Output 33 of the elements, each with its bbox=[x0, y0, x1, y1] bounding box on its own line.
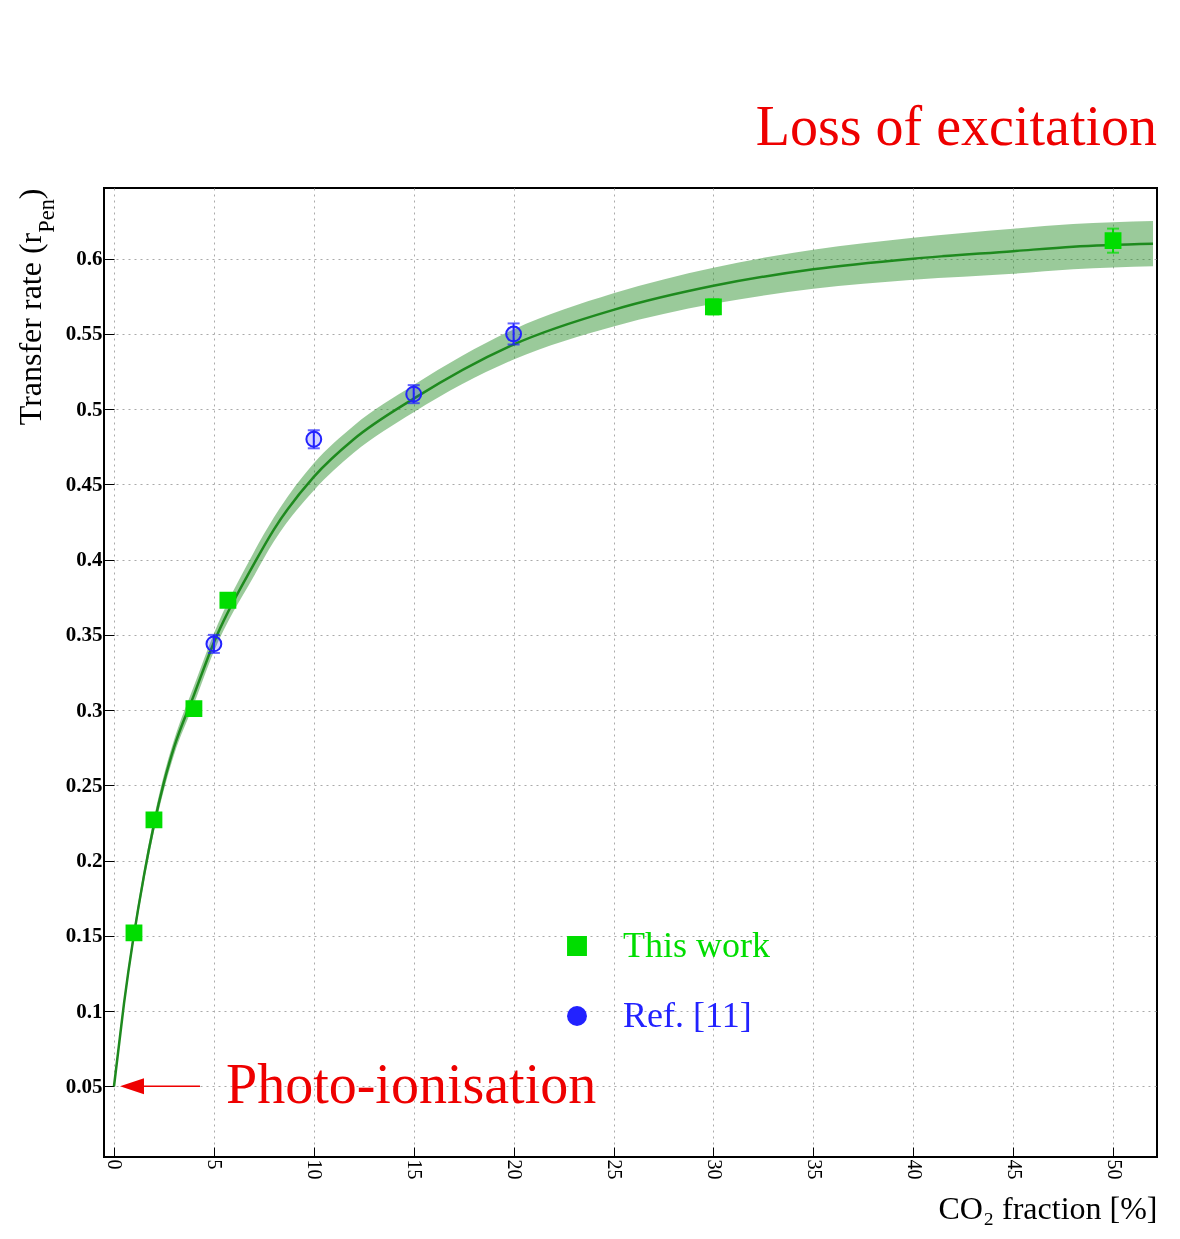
y-tick-label: 0.15 bbox=[65, 923, 103, 948]
legend-label: This work bbox=[623, 925, 770, 965]
y-tick-label: 0.35 bbox=[65, 622, 103, 647]
x-axis-title: CO₂ fraction [%] bbox=[938, 1189, 1158, 1226]
x-tick-label: 45 bbox=[1003, 1159, 1026, 1180]
y-tick-label: 0.6 bbox=[76, 246, 103, 271]
x-tick-label: 5 bbox=[204, 1159, 227, 1170]
y-tick-label: 0.4 bbox=[76, 547, 103, 572]
text: Loss of excitation bbox=[755, 95, 1157, 157]
x-tick-label: 35 bbox=[803, 1159, 826, 1180]
x-tick-label: 10 bbox=[304, 1159, 327, 1180]
y-tick-label: 0.5 bbox=[76, 396, 103, 421]
x-tick-label: 25 bbox=[604, 1159, 627, 1180]
x-tick-label: 50 bbox=[1103, 1159, 1126, 1180]
point bbox=[1104, 232, 1122, 250]
x-tick-label: 15 bbox=[404, 1159, 427, 1180]
point bbox=[219, 591, 237, 609]
x-tick-label: 0 bbox=[104, 1159, 127, 1170]
y-tick-label: 0.2 bbox=[76, 848, 103, 873]
legend-label: Ref. [11] bbox=[623, 995, 752, 1035]
point bbox=[185, 700, 203, 718]
y-tick-label: 0.55 bbox=[65, 321, 103, 346]
y-tick-label: 0.25 bbox=[65, 772, 103, 797]
annotation: Photo-ionisation bbox=[225, 1053, 597, 1116]
point bbox=[145, 811, 163, 829]
y-tick-label: 0.45 bbox=[65, 471, 103, 496]
y-tick-label: 0.05 bbox=[65, 1073, 103, 1098]
point bbox=[125, 924, 143, 942]
x-tick-label: 20 bbox=[504, 1159, 527, 1180]
x-tick-label: 30 bbox=[703, 1159, 726, 1180]
y-tick-label: 0.3 bbox=[76, 697, 103, 722]
y-tick-label: 0.1 bbox=[76, 998, 103, 1023]
x-tick-label: 40 bbox=[903, 1159, 926, 1180]
